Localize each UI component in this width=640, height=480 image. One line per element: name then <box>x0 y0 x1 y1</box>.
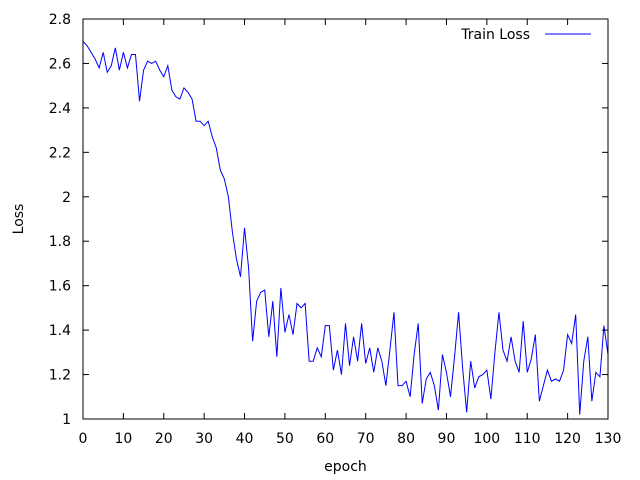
y-tick-label: 1.6 <box>49 279 71 295</box>
x-tick-label: 120 <box>554 431 581 447</box>
y-tick-label: 1.8 <box>49 234 71 250</box>
x-tick-label: 130 <box>595 431 622 447</box>
x-tick-label: 10 <box>114 431 132 447</box>
x-tick-label: 70 <box>357 431 375 447</box>
y-tick-label: 1.4 <box>49 323 71 339</box>
axis-ticks <box>82 18 609 420</box>
y-tick-label: 2.4 <box>49 101 71 117</box>
x-tick-label: 40 <box>236 431 254 447</box>
y-tick-label: 2.6 <box>49 56 71 72</box>
x-tick-label: 30 <box>195 431 213 447</box>
x-tick-label: 20 <box>155 431 173 447</box>
legend-label: Train Loss <box>460 27 530 43</box>
legend: Train Loss <box>460 27 591 43</box>
x-tick-label: 60 <box>316 431 334 447</box>
plot-area <box>82 40 609 415</box>
y-tick-label: 1.2 <box>49 368 71 384</box>
x-tick-label: 80 <box>397 431 415 447</box>
y-tick-label: 1 <box>62 412 71 428</box>
x-tick-label: 0 <box>79 431 88 447</box>
x-tick-label: 110 <box>514 431 541 447</box>
series-line-train-loss <box>82 40 609 415</box>
x-tick-labels: 0 10 20 30 40 50 60 70 80 90 100 110 120 130 <box>79 431 622 447</box>
y-tick-labels: 1 1.2 1.4 1.6 1.8 2 2.2 2.4 2.6 2.8 <box>49 12 71 428</box>
y-tick-label: 2 <box>62 190 71 206</box>
y-tick-label: 2.2 <box>49 145 71 161</box>
plot-frame <box>82 18 609 420</box>
y-axis-label: Loss <box>11 204 27 235</box>
x-tick-label: 50 <box>276 431 294 447</box>
x-tick-label: 90 <box>438 431 456 447</box>
x-axis-label: epoch <box>324 459 367 475</box>
y-tick-label: 2.8 <box>49 12 71 28</box>
x-tick-label: 100 <box>473 431 500 447</box>
